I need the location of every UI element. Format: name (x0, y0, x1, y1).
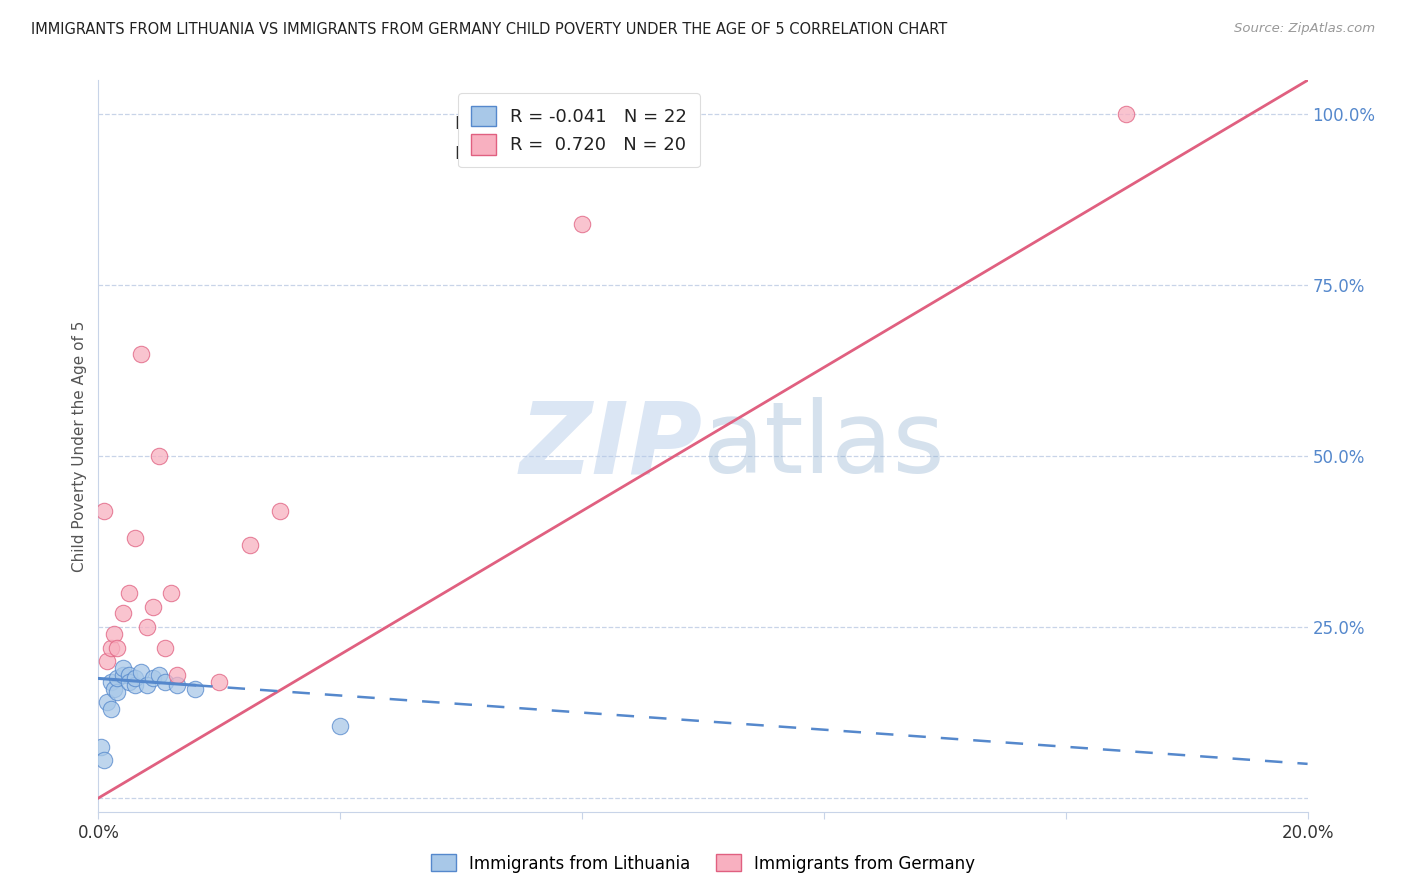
Point (135, 620, 157, 634)
Point (153, 640, 176, 655)
Text: 22: 22 (588, 115, 613, 134)
Point (90, 739, 112, 754)
Point (148, 668, 170, 682)
Text: Source: ZipAtlas.com: Source: ZipAtlas.com (1234, 22, 1375, 36)
Point (571, 217, 593, 231)
Point (111, 661, 134, 675)
Point (239, 538, 262, 552)
Point (93, 504, 115, 518)
Point (1115, 107, 1137, 121)
Text: N =: N = (548, 145, 600, 162)
Point (103, 627, 125, 641)
Point (160, 586, 183, 600)
Text: -0.041: -0.041 (501, 115, 558, 134)
Text: R =: R = (456, 145, 501, 162)
Point (100, 674, 122, 689)
Point (100, 702, 122, 716)
Point (129, 665, 152, 679)
Point (96, 654, 118, 668)
Point (129, 347, 152, 361)
Point (105, 685, 128, 699)
Point (118, 586, 141, 600)
Point (153, 674, 176, 689)
Point (135, 678, 157, 692)
Point (118, 668, 141, 682)
Point (184, 681, 207, 696)
Text: R =: R = (456, 115, 494, 134)
Legend: Immigrants from Lithuania, Immigrants from Germany: Immigrants from Lithuania, Immigrants fr… (425, 847, 981, 880)
Point (111, 668, 134, 682)
Text: ZIP: ZIP (520, 398, 703, 494)
Y-axis label: Child Poverty Under the Age of 5: Child Poverty Under the Age of 5 (72, 320, 87, 572)
Point (103, 681, 125, 696)
Point (96, 695, 118, 709)
Point (329, 719, 352, 733)
Point (142, 672, 165, 686)
Point (105, 672, 128, 686)
Point (142, 599, 165, 614)
Text: 0.720: 0.720 (501, 145, 551, 162)
Point (118, 674, 141, 689)
Point (166, 678, 188, 692)
Point (124, 672, 146, 686)
Point (111, 607, 134, 621)
Point (269, 504, 291, 518)
Point (208, 674, 231, 689)
Point (93, 754, 115, 768)
Point (148, 449, 170, 463)
Text: N =: N = (548, 115, 600, 134)
Point (124, 531, 146, 545)
Point (124, 678, 146, 692)
Point (100, 640, 122, 655)
Text: IMMIGRANTS FROM LITHUANIA VS IMMIGRANTS FROM GERMANY CHILD POVERTY UNDER THE AGE: IMMIGRANTS FROM LITHUANIA VS IMMIGRANTS … (31, 22, 948, 37)
Legend: R = -0.041   N = 22, R =  0.720   N = 20: R = -0.041 N = 22, R = 0.720 N = 20 (458, 93, 700, 167)
Point (105, 640, 128, 655)
Text: atlas: atlas (703, 398, 945, 494)
Text: 20: 20 (588, 145, 613, 162)
Point (166, 668, 188, 682)
